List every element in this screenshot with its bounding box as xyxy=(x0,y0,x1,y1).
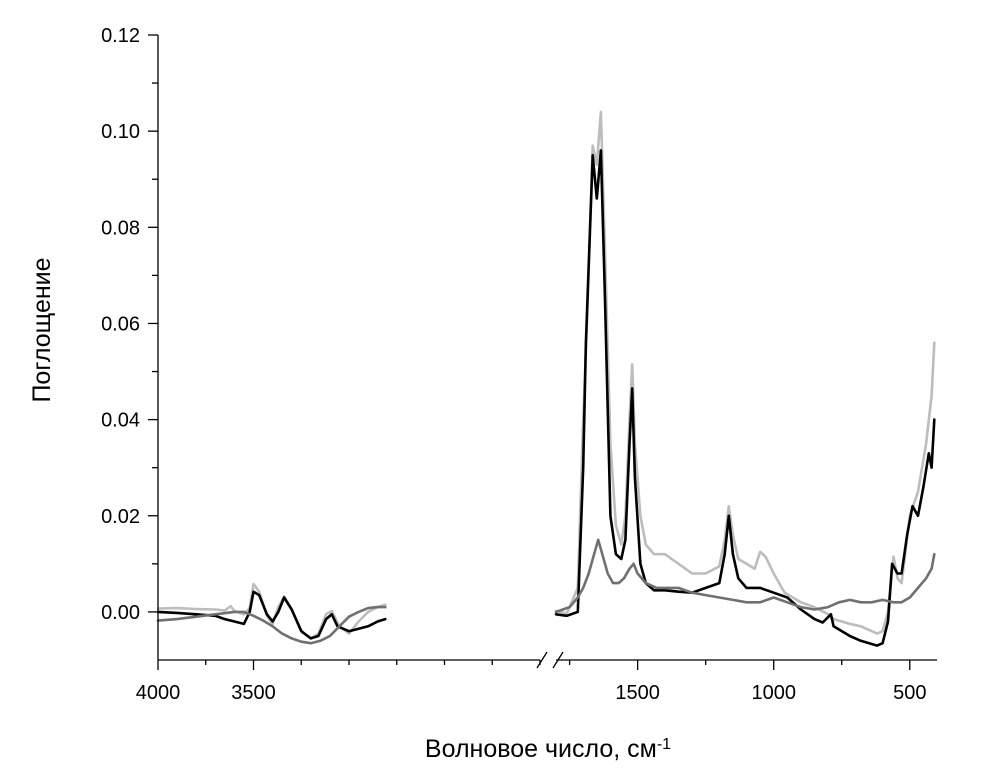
x-tick-label: 1000 xyxy=(751,682,796,704)
y-tick-label: 0.10 xyxy=(101,121,140,143)
y-tick-label: 0.06 xyxy=(101,313,140,335)
series-3-segment-1 xyxy=(156,605,387,645)
x-tick-label: 1500 xyxy=(615,682,660,704)
x-axis-title-main: Волновое число, см xyxy=(425,735,657,763)
x-axis-title: Волновое число, см-1 xyxy=(425,735,671,763)
y-tick-label: 0.00 xyxy=(101,602,140,624)
series-layer xyxy=(156,110,936,647)
series-3-segment-2 xyxy=(554,538,936,614)
y-tick-label: 0.02 xyxy=(101,506,140,528)
axis-break-mark-right xyxy=(552,651,564,669)
y-tick-label: 0.04 xyxy=(101,410,140,432)
series-2-segment-2 xyxy=(554,149,936,647)
x-tick-label: 4000 xyxy=(136,682,181,704)
x-axis-title-sup: -1 xyxy=(657,736,671,753)
x-tick-label: 3500 xyxy=(231,682,276,704)
ticks-layer: 0.00 0.02 0.04 0.06 0.08 0.10 0.12 4000 3500 1500… xyxy=(101,25,926,704)
y-axis-title: Поглощение xyxy=(28,257,56,402)
axis-break-mark-left xyxy=(536,651,548,669)
axes-layer xyxy=(157,35,937,669)
y-tick-label: 0.12 xyxy=(101,25,140,47)
y-tick-label: 0.08 xyxy=(101,217,140,239)
series-2-segment-1 xyxy=(156,590,387,640)
x-tick-label: 500 xyxy=(893,682,926,704)
series-1-segment-2 xyxy=(554,110,936,635)
